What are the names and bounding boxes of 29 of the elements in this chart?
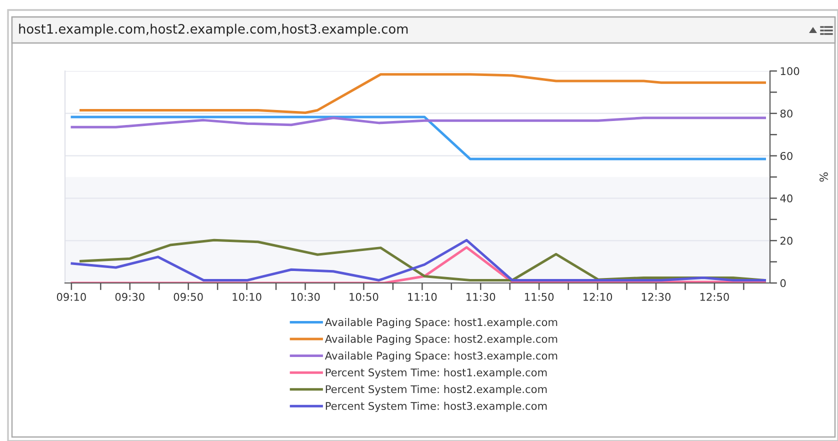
line-series (70, 116, 766, 128)
x-tick-label: 11:50 (525, 292, 554, 301)
y-axis-title: % (820, 172, 828, 182)
x-tick-label: 10:30 (291, 292, 320, 301)
chart-title: host1.example.com,host2.example.com,host3.example.com (19, 24, 408, 36)
legend-label: Available Paging Space: host2.example.com (324, 334, 558, 345)
legend-label: Percent System Time: host2.example.com (326, 385, 547, 396)
x-tick-label: 12:10 (584, 292, 612, 301)
y-tick-label: 0 (780, 279, 786, 288)
legend-label: Percent System Time: host3.example.com (326, 402, 547, 412)
y-tick-label: 40 (780, 194, 792, 202)
line-series (70, 246, 766, 283)
x-tick-label: 11:30 (466, 292, 496, 301)
y-tick-label: 80 (780, 110, 792, 118)
x-tick-label: 11:10 (408, 292, 437, 301)
y-tick-label: 60 (780, 152, 792, 160)
y-tick-label: 20 (780, 236, 792, 245)
x-tick-label: 10:50 (350, 292, 378, 301)
x-tick-label: 09:50 (174, 292, 203, 301)
x-tick-label: 12:30 (642, 292, 671, 301)
x-tick-label: 09:10 (56, 292, 86, 301)
x-tick-label: 12:50 (700, 292, 729, 301)
line-series (80, 73, 766, 114)
legend-label: Available Paging Space: host3.example.com (324, 351, 558, 362)
legend-label: Percent System Time: host1.example.com (326, 368, 547, 378)
legend-label: Available Paging Space: host1.example.com (324, 318, 558, 328)
x-tick-label: 10:10 (232, 292, 262, 301)
y-tick-label: 100 (780, 67, 800, 76)
x-tick-label: 09:30 (115, 292, 144, 301)
